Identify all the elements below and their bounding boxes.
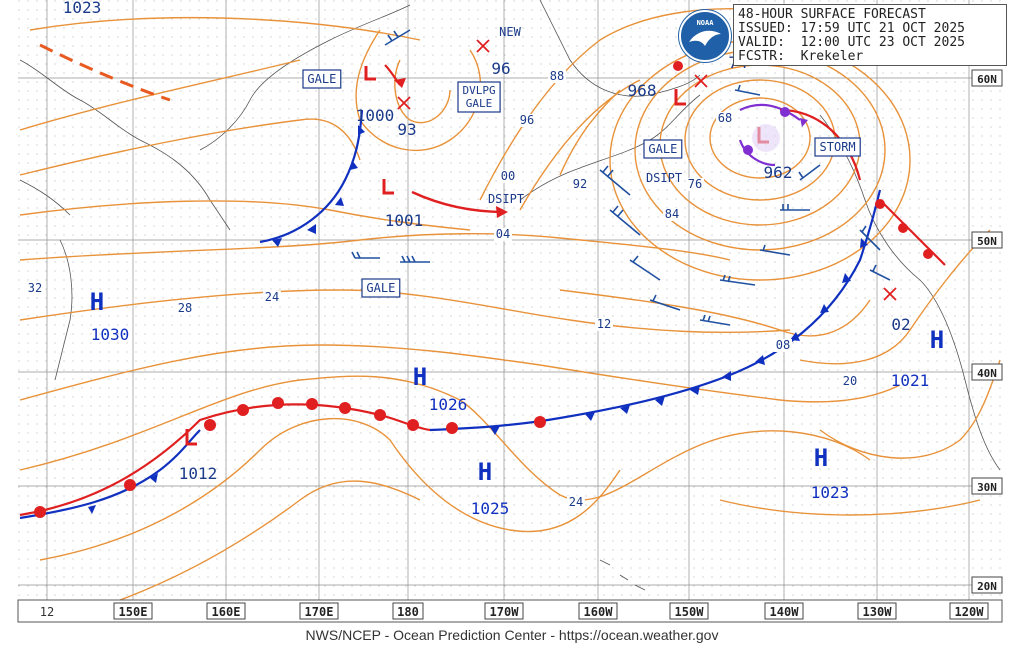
- header-title: 48-HOUR SURFACE FORECAST: [738, 7, 926, 22]
- isobar-label-28: 28: [178, 301, 192, 315]
- x-mark-label-93: 93: [397, 120, 416, 139]
- low-pressure-1001: 1001: [385, 211, 424, 230]
- lon-label-130w: 130W: [863, 605, 893, 619]
- high-pressure-1030: 1030: [91, 325, 130, 344]
- isobar-label-24: 24: [265, 290, 279, 304]
- isobar-label-00: 00: [501, 169, 515, 183]
- warning-gale-box: [302, 69, 342, 89]
- x-mark-label-02: 02: [891, 315, 910, 334]
- lat-label-20n: 20N: [977, 580, 997, 593]
- occluded-front: [739, 103, 801, 121]
- low-962-occluded-center: [752, 124, 780, 152]
- header-forecaster: FCSTR: Krekeler: [738, 49, 864, 64]
- lat-label-40n: 40N: [977, 367, 997, 380]
- warning-dvlpg-gale: GALE: [466, 97, 493, 110]
- wind-barbs: [351, 29, 891, 326]
- map-text-dsipt: DSIPT: [488, 192, 524, 206]
- isobar-label-68: 68: [718, 111, 732, 125]
- isobar-label-88: 88: [550, 69, 564, 83]
- map-dot-grid: [18, 0, 1002, 600]
- high-pressure-1021: 1021: [891, 371, 930, 390]
- high-pressure-1025: 1025: [471, 499, 510, 518]
- high-pressure-1026: 1026: [429, 395, 468, 414]
- ridge-line: [39, 43, 171, 102]
- noaa-logo-icon: NOAA: [679, 10, 731, 62]
- warning-storm-box: [814, 137, 861, 157]
- noaa-bird-icon: NOAA: [689, 19, 721, 46]
- isobar-label-08: 08: [776, 338, 790, 352]
- low-track-1001: [411, 190, 506, 214]
- x-mark-label-96: 96: [491, 59, 510, 78]
- low-pressure-1000: 1000: [356, 106, 395, 125]
- lon-label-170e: 170E: [305, 605, 334, 619]
- lat-label-60n: 60N: [977, 73, 997, 86]
- low-symbol-968: [674, 89, 686, 106]
- warning-dvlpg-gale: DVLPG: [462, 84, 495, 97]
- high-letter: H: [90, 288, 104, 316]
- high-letter: H: [930, 326, 944, 354]
- corner-pressure: 1023: [63, 0, 102, 17]
- cold-front-nw: [259, 109, 364, 244]
- warm-front-east: [879, 199, 946, 266]
- warning-gale-box: [643, 139, 683, 159]
- low-pressure-968: 968: [628, 81, 657, 100]
- low-symbol-1001: [382, 179, 394, 195]
- isobar-label-84: 84: [665, 207, 679, 221]
- footer-credit: NWS/NCEP - Ocean Prediction Center - htt…: [305, 627, 719, 643]
- lon-label-160w: 160W: [584, 605, 614, 619]
- lon-label-120w: 120W: [955, 605, 985, 619]
- low-symbol-1012: [185, 429, 197, 446]
- lon-label-160e: 160E: [212, 605, 241, 619]
- x-marks: [397, 39, 897, 301]
- svg-text:NOAA: NOAA: [697, 19, 715, 27]
- isobar-label-24: 24: [569, 495, 583, 509]
- lat-lon-grid: [18, 0, 1002, 600]
- warning-gale: GALE: [307, 72, 336, 86]
- chart-labels: 12 150E 160E 170E 180 170W 160W 150W 140W 130W 120…: [17, 0, 1003, 623]
- lon-label-partial: 12: [40, 605, 54, 619]
- isobar-label-20: 20: [843, 374, 857, 388]
- isobar-label-96: 96: [520, 113, 534, 127]
- isobar-label-04: 04: [496, 227, 510, 241]
- lat-label-50n: 50N: [977, 235, 997, 248]
- high-pressure-1023: 1023: [811, 483, 850, 502]
- high-letter: H: [413, 363, 427, 391]
- warning-gale-box: [361, 278, 401, 298]
- low-pressure-962: 962: [764, 163, 793, 182]
- isobar-label-12: 12: [597, 317, 611, 331]
- map-text-new: NEW: [499, 25, 521, 39]
- coastlines: [19, 0, 1001, 591]
- lon-label-180: 180: [397, 605, 419, 619]
- high-letter: H: [478, 458, 492, 486]
- track-arrowhead-icon: [496, 206, 508, 218]
- header-valid: VALID: 12:00 UTC 23 OCT 2025: [738, 35, 965, 50]
- track-arrowhead-icon: [394, 78, 406, 88]
- warning-storm: STORM: [820, 140, 856, 154]
- lon-label-140w: 140W: [770, 605, 800, 619]
- lat-label-30n: 30N: [977, 481, 997, 494]
- forecast-header: 48-HOUR SURFACE FORECAST ISSUED: 17:59 U…: [733, 4, 1007, 66]
- isobar-label-32: 32: [28, 281, 42, 295]
- warning-gale: GALE: [648, 142, 677, 156]
- map-text-dsipt: DSIPT: [646, 171, 682, 185]
- low-symbol-1000: [364, 66, 376, 81]
- occluded-front-2: [738, 139, 776, 167]
- warning-gale: GALE: [366, 281, 395, 295]
- header-issued: ISSUED: 17:59 UTC 21 OCT 2025: [738, 21, 965, 36]
- isobar-label-92: 92: [573, 177, 587, 191]
- front-symbols: [34, 61, 933, 518]
- isobar-label-76: 76: [688, 177, 702, 191]
- lon-label-170w: 170W: [490, 605, 520, 619]
- warning-dvlpg-gale-box: [457, 81, 501, 113]
- map-canvas: 12 150E 160E 170E 180 170W 160W 150W 140W 130W 120…: [17, 0, 1003, 623]
- warm-front-gulf: [779, 108, 862, 181]
- lon-label-150w: 150W: [675, 605, 705, 619]
- low-pressure-1012: 1012: [179, 464, 218, 483]
- high-letter: H: [814, 444, 828, 472]
- lon-label-150e: 150E: [119, 605, 148, 619]
